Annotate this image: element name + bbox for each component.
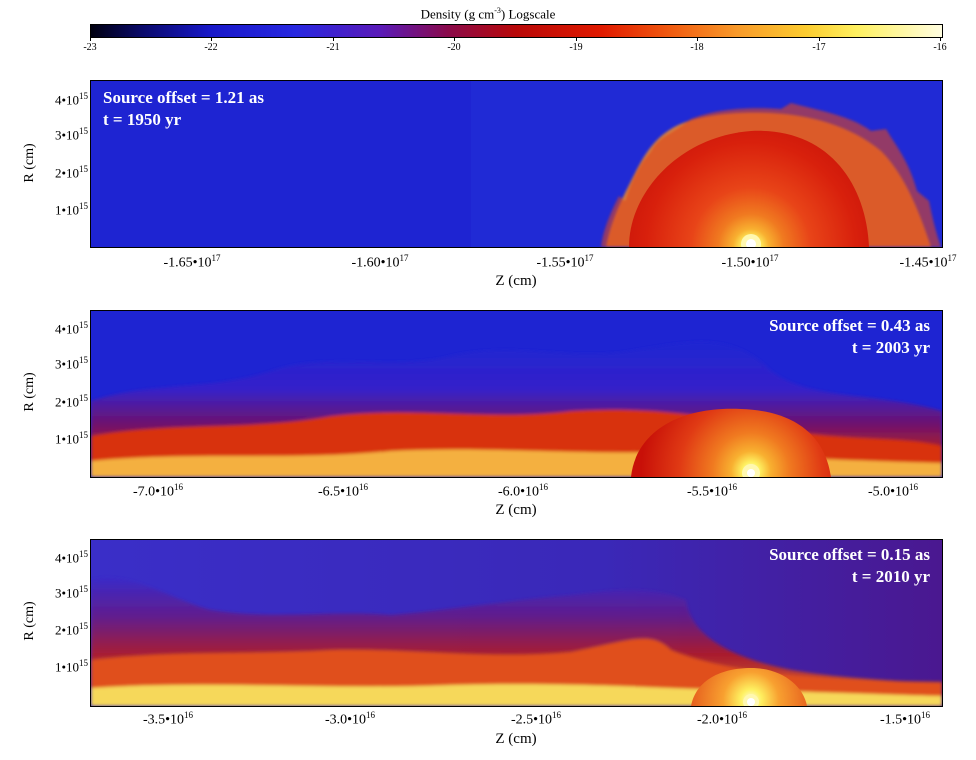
panel-2-ytick: 2•1015 <box>54 393 88 410</box>
panel-3-ytick: 2•1015 <box>54 621 88 638</box>
panel-1-annotation: Source offset = 1.21 as t = 1950 yr <box>103 87 264 131</box>
colorbar-tick <box>697 37 698 41</box>
panel-3-xlabel: Z (cm) <box>495 731 537 747</box>
panel-1-xtick: -1.55•1017 <box>536 253 594 271</box>
colorbar-label: -16 <box>933 42 947 53</box>
colorbar-tick <box>454 37 455 41</box>
density-map-2 <box>91 311 942 477</box>
colorbar-title: Density (g cm-3) Logscale <box>0 6 976 22</box>
panel-3-ytick: 4•1015 <box>54 549 88 566</box>
panel-1-xlabel: Z (cm) <box>495 273 537 289</box>
panel-3-ytick: 3•1015 <box>54 584 88 601</box>
panel-3-xtick: -1.5•1016 <box>879 710 931 728</box>
colorbar-tick <box>819 37 820 41</box>
colorbar-label: -22 <box>204 42 218 53</box>
colorbar-title-main: Density (g cm <box>420 6 495 22</box>
panel-2-xtick: -6.0•1016 <box>497 482 549 500</box>
panel-1-xtick: -1.65•1017 <box>163 253 221 271</box>
panel-3-ytick: 1•1015 <box>54 658 88 675</box>
colorbar-label: -17 <box>812 42 826 53</box>
panel-2-ytick: 4•1015 <box>54 320 88 337</box>
panel-2-annotation: Source offset = 0.43 as t = 2003 yr <box>769 315 930 359</box>
panel-1-ytick: 3•1015 <box>54 126 88 143</box>
colorbar-tick <box>940 37 941 41</box>
panel-2-xtick: -6.5•1016 <box>317 482 369 500</box>
colorbar-title-exponent: -3 <box>494 6 501 15</box>
colorbar-tick <box>90 37 91 41</box>
panel-3-xtick: -3.5•1016 <box>142 710 194 728</box>
colorbar-tick <box>333 37 334 41</box>
panel-2-xtick: -7.0•1016 <box>132 482 184 500</box>
colorbar-label: -21 <box>326 42 340 53</box>
panel-1-xtick: -1.60•1017 <box>351 253 409 271</box>
panel-2-offset: Source offset = 0.43 as <box>769 316 930 335</box>
panel-2-xtick: -5.5•1016 <box>686 482 738 500</box>
density-map-1 <box>91 81 942 247</box>
panel-3-offset: Source offset = 0.15 as <box>769 545 930 564</box>
panel-1-ytick: 2•1015 <box>54 164 88 181</box>
density-colorbar <box>90 24 943 38</box>
colorbar-ticks: -23 -22 -21 -20 -19 -18 -17 -16 <box>83 37 947 55</box>
colorbar-title-end: ) Logscale <box>500 6 556 22</box>
panel-1-xtick: -1.45•1017 <box>899 253 957 271</box>
density-panel-2: Source offset = 0.43 as t = 2003 yr <box>90 310 943 478</box>
colorbar-label: -18 <box>690 42 704 53</box>
panel-1-offset: Source offset = 1.21 as <box>103 88 264 107</box>
panel-3-annotation: Source offset = 0.15 as t = 2010 yr <box>769 544 930 588</box>
panel-3-xtick: -2.5•1016 <box>510 710 562 728</box>
density-map-3 <box>91 540 942 706</box>
panel-2-xlabel: Z (cm) <box>495 502 537 518</box>
colorbar-tick <box>211 37 212 41</box>
panel-2-ytick: 1•1015 <box>54 430 88 447</box>
colorbar-label: -23 <box>83 42 97 53</box>
panel-2-ytick: 3•1015 <box>54 355 88 372</box>
colorbar-tick <box>576 37 577 41</box>
panel-3-xtick: -3.0•1016 <box>324 710 376 728</box>
panel-2-time: t = 2003 yr <box>851 338 930 357</box>
panel-1-ytick: 4•1015 <box>54 91 88 108</box>
panel-1-xtick: -1.50•1017 <box>721 253 779 271</box>
panel-1-ytick: 1•1015 <box>54 201 88 218</box>
density-panel-1: Source offset = 1.21 as t = 1950 yr <box>90 80 943 248</box>
panel-3-time: t = 2010 yr <box>851 567 930 586</box>
colorbar-label: -20 <box>447 42 461 53</box>
panel-1-time: t = 1950 yr <box>103 110 182 129</box>
panel-2-xtick: -5.0•1016 <box>867 482 919 500</box>
panel-3-xtick: -2.0•1016 <box>696 710 748 728</box>
colorbar-label: -19 <box>569 42 583 53</box>
density-panel-3: Source offset = 0.15 as t = 2010 yr <box>90 539 943 707</box>
